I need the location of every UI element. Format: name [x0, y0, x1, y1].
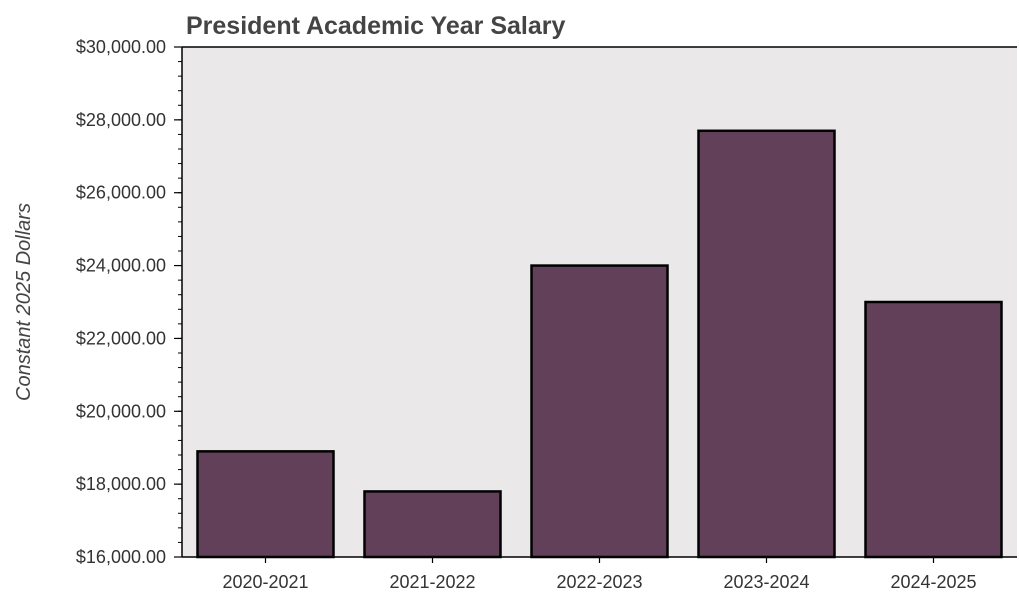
- x-tick-label: 2023-2024: [723, 572, 809, 592]
- bar-2020-2021: [196, 450, 335, 559]
- y-axis-label: Constant 2025 Dollars: [13, 203, 35, 401]
- bar-2023-2024: [697, 129, 836, 559]
- chart-title: President Academic Year Salary: [186, 12, 565, 40]
- y-tick-label: $24,000.00: [76, 256, 166, 276]
- bars-group: [196, 129, 1003, 559]
- x-tick-label: 2024-2025: [890, 572, 976, 592]
- y-tick-label: $16,000.00: [76, 547, 166, 567]
- x-axis: 2020-2021 2021-2022 2022-2023 2023-2024 2024…: [182, 556, 1017, 592]
- y-tick-label: $28,000.00: [76, 110, 166, 130]
- y-axis: $16,000.00 $18,000.00 $20,000.00 $22,000.00…: [76, 37, 1017, 567]
- bar-2022-2023: [530, 264, 669, 559]
- x-tick-label: 2021-2022: [389, 572, 475, 592]
- x-tick-label: 2022-2023: [556, 572, 642, 592]
- y-tick-label: $30,000.00: [76, 37, 166, 57]
- bar-2024-2025: [864, 300, 1003, 559]
- y-tick-label: $26,000.00: [76, 183, 166, 203]
- x-tick-label: 2020-2021: [222, 572, 308, 592]
- bar-2021-2022: [363, 490, 502, 559]
- y-tick-label: $18,000.00: [76, 474, 166, 494]
- y-tick-label: $22,000.00: [76, 328, 166, 348]
- y-tick-label: $20,000.00: [76, 401, 166, 421]
